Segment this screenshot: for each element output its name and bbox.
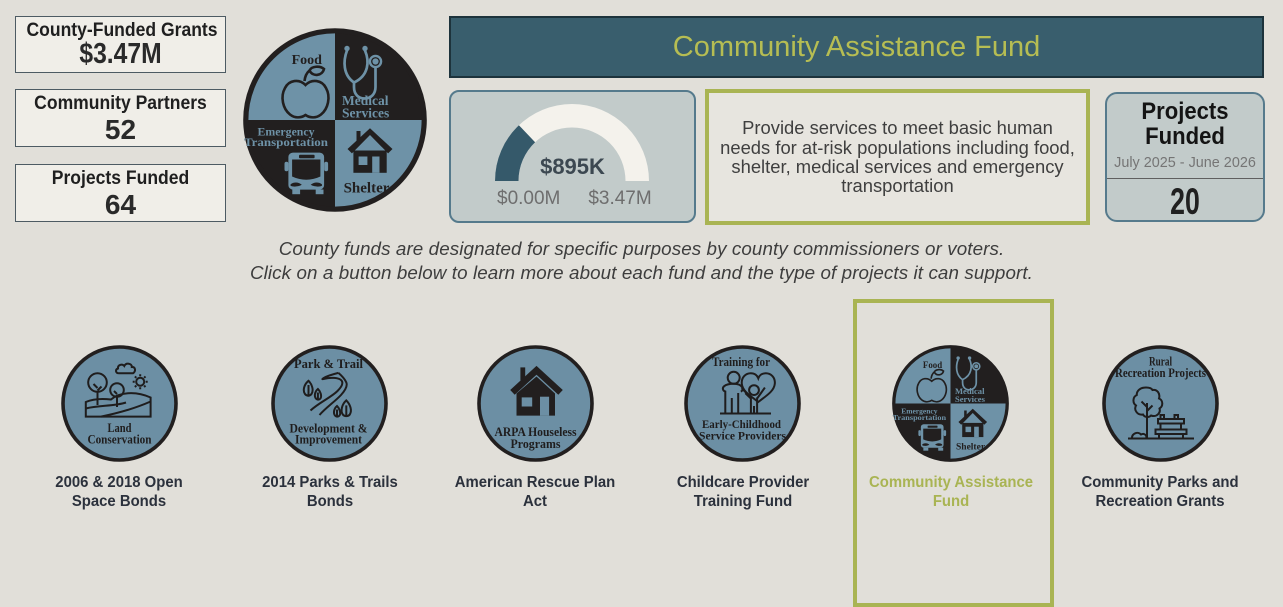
svg-text:Development &: Development &: [290, 421, 368, 435]
svg-text:ARPA Houseless: ARPA Houseless: [495, 425, 577, 439]
svg-text:Land: Land: [108, 421, 132, 435]
svg-text:Park & Trail: Park & Trail: [294, 357, 364, 371]
svg-text:Early-Childhood: Early-Childhood: [702, 417, 781, 431]
svg-text:Rural: Rural: [1149, 355, 1172, 369]
svg-text:Improvement: Improvement: [295, 433, 363, 447]
svg-text:Conservation: Conservation: [88, 432, 152, 446]
svg-text:Programs: Programs: [511, 437, 561, 451]
svg-text:Recreation Projects: Recreation Projects: [1115, 366, 1206, 380]
svg-text:Service Providers: Service Providers: [699, 429, 786, 443]
svg-text:Training for: Training for: [712, 355, 771, 369]
